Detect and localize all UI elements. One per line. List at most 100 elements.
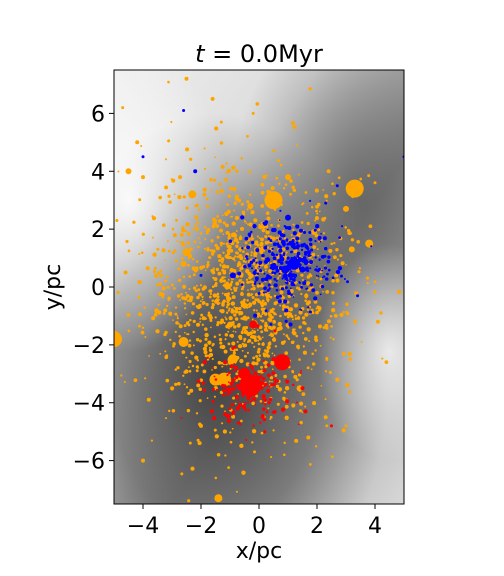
orange-star <box>230 301 236 306</box>
orange-star <box>214 156 216 159</box>
blue-star <box>307 253 311 258</box>
orange-star <box>171 227 175 231</box>
orange-star <box>175 321 179 325</box>
orange-star-large <box>135 140 140 145</box>
orange-star <box>229 256 233 260</box>
orange-star <box>257 335 261 339</box>
orange-star <box>187 232 190 235</box>
orange-star <box>300 284 303 287</box>
orange-star <box>325 358 329 362</box>
series-red <box>180 320 333 441</box>
orange-star <box>301 316 306 320</box>
orange-star <box>196 220 200 224</box>
orange-star <box>158 195 162 200</box>
orange-star <box>248 302 253 307</box>
orange-star <box>95 364 99 368</box>
orange-star <box>191 266 196 271</box>
red-star <box>262 407 266 411</box>
orange-star <box>178 335 181 338</box>
orange-star <box>219 345 224 349</box>
orange-star <box>127 329 131 333</box>
orange-star <box>167 139 171 143</box>
blue-star <box>264 220 269 224</box>
orange-star <box>216 292 220 296</box>
blue-star <box>265 291 267 294</box>
orange-star <box>296 346 300 350</box>
orange-star <box>291 315 294 319</box>
red-star <box>300 369 303 372</box>
orange-star <box>302 202 305 205</box>
orange-star <box>317 324 323 329</box>
orange-star <box>250 210 255 215</box>
orange-star <box>234 255 237 258</box>
orange-star <box>221 276 225 280</box>
orange-star <box>311 352 314 356</box>
orange-star <box>167 249 171 253</box>
blue-star <box>274 265 279 270</box>
orange-star <box>271 352 274 355</box>
orange-star-large <box>196 438 200 442</box>
orange-star <box>335 247 339 252</box>
blue-star <box>253 313 258 318</box>
red-star <box>233 378 236 381</box>
orange-star <box>206 204 210 208</box>
orange-star <box>304 299 308 303</box>
red-star <box>248 363 251 366</box>
orange-star <box>177 267 181 271</box>
red-star <box>241 394 245 398</box>
orange-star <box>302 320 306 325</box>
orange-star <box>315 307 318 310</box>
orange-star <box>208 256 212 260</box>
orange-star <box>291 185 295 189</box>
orange-star <box>240 303 245 308</box>
orange-star <box>165 378 170 383</box>
orange-star <box>325 326 329 330</box>
orange-star <box>227 330 230 333</box>
orange-star <box>235 274 240 278</box>
orange-star <box>306 366 310 370</box>
blue-star <box>274 272 277 274</box>
orange-star <box>279 314 282 318</box>
orange-star-large <box>296 385 303 392</box>
orange-star-large <box>114 331 122 348</box>
orange-star <box>217 321 220 324</box>
orange-star <box>239 226 245 231</box>
red-star <box>209 409 214 414</box>
orange-star <box>160 292 165 297</box>
red-star <box>273 377 276 381</box>
orange-star <box>244 261 247 264</box>
orange-star <box>214 476 218 480</box>
orange-star <box>251 341 254 345</box>
x-tick-label: 0 <box>252 514 266 539</box>
orange-star <box>261 256 265 260</box>
orange-star <box>220 257 225 261</box>
blue-star <box>307 306 310 309</box>
orange-star <box>251 329 254 332</box>
blue-star <box>297 257 302 262</box>
orange-star <box>151 316 156 321</box>
orange-star <box>143 306 146 309</box>
orange-star <box>144 336 147 338</box>
orange-star <box>278 182 281 185</box>
orange-star <box>273 312 277 316</box>
orange-star <box>319 277 323 281</box>
orange-star <box>206 227 211 232</box>
blue-star <box>285 238 289 242</box>
red-star <box>235 406 240 411</box>
orange-star <box>195 284 198 287</box>
orange-star <box>213 277 218 282</box>
orange-star <box>298 358 301 361</box>
red-star <box>285 399 290 404</box>
orange-star <box>331 278 335 283</box>
orange-star <box>172 342 176 346</box>
orange-star <box>248 222 253 227</box>
orange-star <box>217 360 222 365</box>
red-star <box>231 387 235 391</box>
blue-star <box>266 257 270 260</box>
orange-star <box>208 348 213 352</box>
orange-star <box>269 418 272 420</box>
orange-star <box>189 388 194 393</box>
orange-star <box>234 402 237 405</box>
orange-star <box>44 345 48 349</box>
